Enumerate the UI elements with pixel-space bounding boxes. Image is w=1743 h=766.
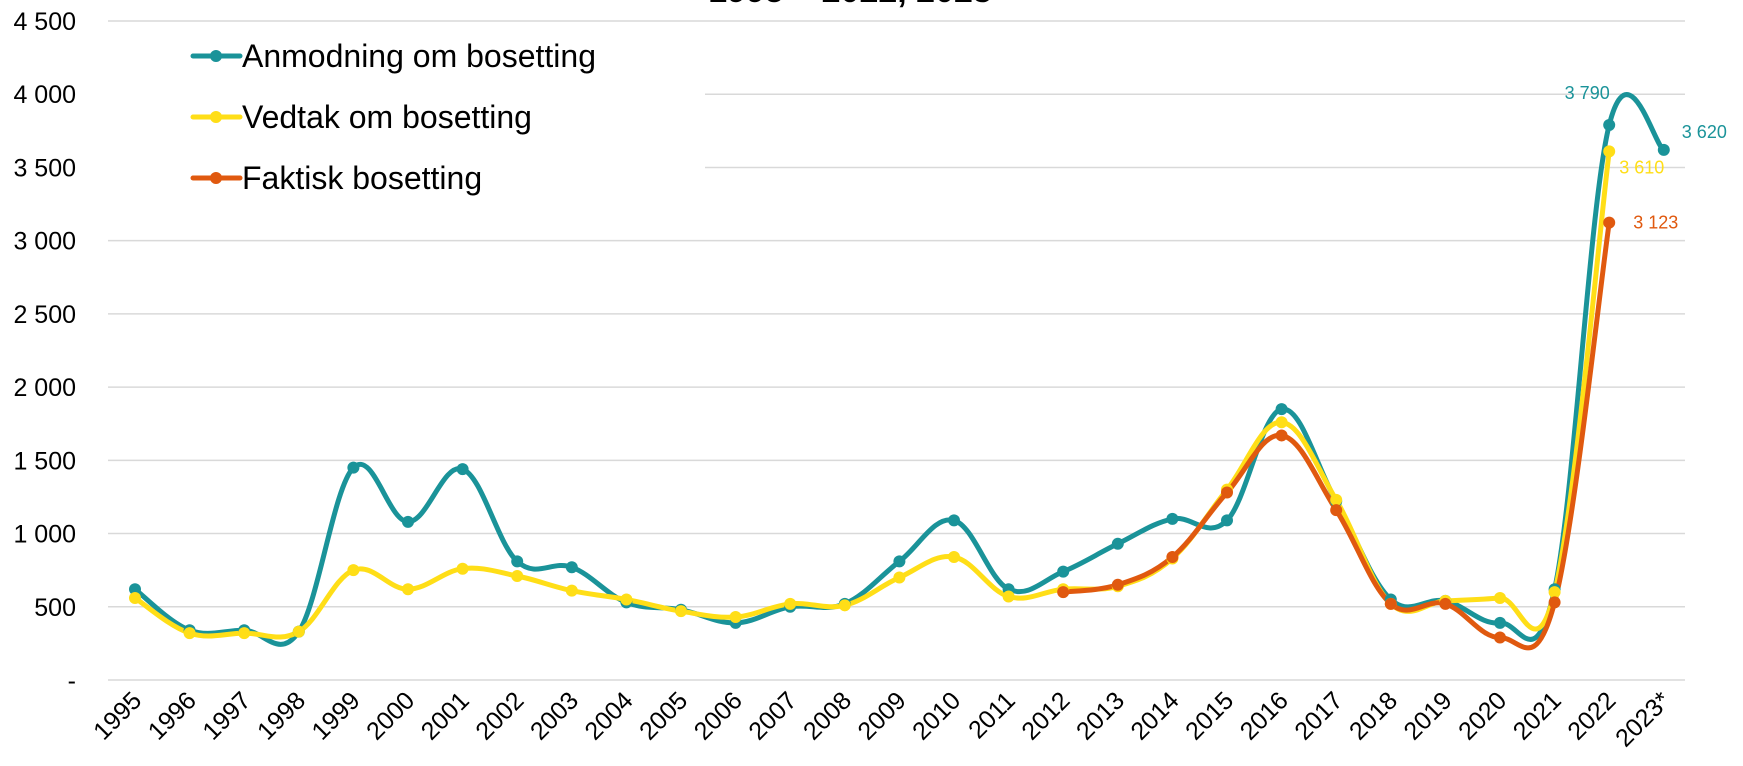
data-point [893, 571, 906, 584]
data-label: 3 790 [1565, 83, 1610, 103]
data-point [402, 515, 414, 528]
chart-title: 1995 – 2022, 2023 [708, 0, 992, 10]
y-tick-label: 500 [34, 594, 76, 622]
data-point [1111, 578, 1124, 591]
data-point [1275, 403, 1288, 416]
data-point [511, 555, 524, 568]
data-point [402, 583, 414, 596]
data-point [948, 514, 960, 527]
data-point [1603, 118, 1616, 131]
y-tick-label: 2 500 [13, 301, 76, 329]
data-point [183, 627, 196, 640]
data-point [456, 562, 469, 575]
legend-marker [210, 172, 222, 184]
legend-label: Anmodning om bosetting [242, 38, 596, 74]
data-point [1384, 597, 1397, 610]
y-tick-label: 3 500 [13, 154, 76, 182]
data-point [1548, 586, 1561, 599]
data-point [893, 555, 906, 568]
data-point [1111, 537, 1124, 550]
legend: Anmodning om bosetting Vedtak om bosettin… [190, 38, 596, 196]
data-point [1057, 586, 1070, 599]
data-point [1494, 591, 1506, 604]
data-point [1275, 416, 1288, 429]
data-point [511, 570, 524, 583]
data-point [1494, 631, 1506, 644]
data-point [1548, 596, 1561, 609]
data-point [1275, 429, 1288, 442]
data-point [1494, 616, 1506, 629]
data-point [1166, 512, 1179, 525]
data-point [838, 599, 851, 612]
data-label: 3 123 [1633, 213, 1678, 233]
data-point [347, 564, 360, 577]
y-tick-label: 1 500 [13, 447, 76, 475]
data-point [1057, 565, 1070, 578]
data-point [565, 584, 578, 597]
data-label: 3 620 [1682, 122, 1727, 142]
y-tick-label: - [68, 667, 76, 695]
data-point [1002, 590, 1015, 603]
data-point [784, 597, 797, 610]
data-point [1603, 145, 1616, 158]
data-labels: 3 790 3 620 3 610 3 123 [1565, 83, 1727, 233]
y-axis-ticks: - 500 1 000 1 500 2 000 2 500 3 000 3 500 4 000 4… [13, 8, 76, 695]
series-points [129, 118, 1670, 644]
data-point [1657, 143, 1670, 156]
y-tick-label: 3 000 [13, 228, 76, 256]
data-point [1330, 504, 1343, 517]
data-point [1166, 550, 1179, 563]
data-point [292, 625, 305, 638]
data-label: 3 610 [1619, 157, 1664, 177]
data-point [729, 611, 742, 624]
legend-label: Faktisk bosetting [242, 160, 482, 196]
y-tick-label: 4 500 [13, 8, 76, 36]
y-tick-label: 1 000 [13, 521, 76, 549]
gridlines [108, 20, 1685, 681]
data-point [129, 583, 141, 596]
legend-marker [210, 50, 222, 62]
data-point [1439, 597, 1452, 610]
data-point [1603, 216, 1616, 229]
data-point [1221, 486, 1233, 499]
y-tick-label: 4 000 [13, 81, 76, 109]
legend-label: Vedtak om bosetting [242, 99, 532, 135]
data-point [1330, 493, 1343, 506]
data-point [675, 605, 687, 618]
legend-marker [210, 111, 222, 123]
data-point [238, 627, 251, 640]
data-point [565, 561, 578, 574]
y-tick-label: 2 000 [13, 374, 76, 402]
data-point [948, 550, 960, 563]
data-point [347, 461, 360, 474]
data-point [129, 591, 141, 604]
data-point [620, 593, 633, 606]
data-point [1221, 514, 1233, 527]
data-point [456, 463, 469, 476]
